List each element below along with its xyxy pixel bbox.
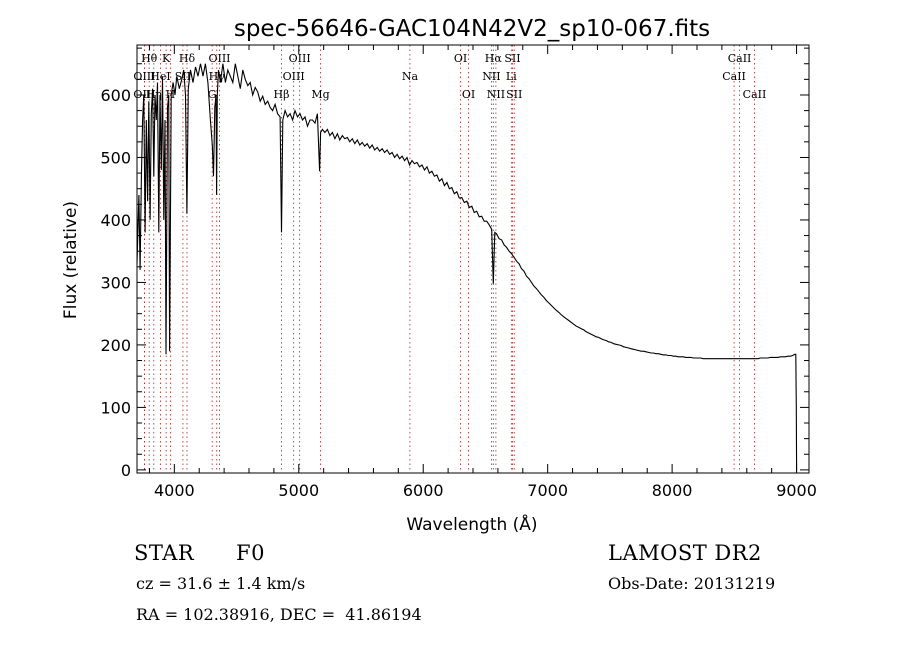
line-label: SII [506,88,522,101]
line-label: Li [506,70,517,83]
line-label: CaII [722,70,746,83]
y-tick-label: 400 [100,211,131,230]
y-tick-label: 200 [100,336,131,355]
x-tick-label: 8000 [652,481,693,500]
line-label: Na [402,70,419,83]
y-axis-label: Flux (relative) [61,201,81,319]
x-tick-label: 6000 [403,481,444,500]
plot-frame [136,44,810,474]
x-axis-label: Wavelength (Å) [406,513,537,535]
spectrum-chart: spec-56646-GAC104N42V2_sp10-067.fits Hθ O… [61,16,817,535]
object-class: STAR [134,541,195,565]
spectrum-series-line [136,63,798,472]
y-tick-label: 600 [100,86,131,105]
chart-title: spec-56646-GAC104N42V2_sp10-067.fits [234,16,710,42]
line-label: K [162,52,171,65]
line-label: OIII [208,52,230,65]
x-tick-label: 7000 [527,481,568,500]
line-label: NII [482,70,500,83]
line-label: H [166,88,176,101]
line-label: CaII [743,88,767,101]
line-label: Hβ [274,88,290,101]
y-axis-ticks: 0 100 200 300 400 500 600 [100,47,809,480]
line-label: Hδ [179,52,196,65]
redshift-velocity: cz = 31.6 ± 1.4 km/s [136,574,306,593]
y-tick-label: 0 [121,461,131,480]
survey-name: LAMOST DR2 [608,541,762,565]
y-tick-label: 300 [100,273,131,292]
line-label: SII [504,52,520,65]
line-label: OIII [283,70,305,83]
line-label: Hθ [141,52,158,65]
line-label: OIII [289,52,311,65]
line-label: G [208,88,217,101]
object-subclass: F0 [236,541,265,565]
x-tick-label: 9000 [776,481,817,500]
x-tick-label: 5000 [278,481,319,500]
observation-date: Obs-Date: 20131219 [608,574,776,593]
line-label: HeI [150,70,170,83]
x-tick-label: 4000 [154,481,195,500]
line-label: NII [487,88,505,101]
line-label: Hγ [209,70,226,83]
x-axis-ticks: 4000 5000 6000 7000 8000 9000 [148,45,817,500]
line-label: CaII [728,52,752,65]
line-label: Hα [485,52,503,65]
line-label: Mg [311,88,329,101]
line-label: OI [454,52,467,65]
line-label: OI [462,88,475,101]
line-markers [144,45,755,473]
y-tick-label: 500 [100,148,131,167]
y-tick-label: 100 [100,398,131,417]
coordinates: RA = 102.38916, DEC = 41.86194 [136,605,422,624]
